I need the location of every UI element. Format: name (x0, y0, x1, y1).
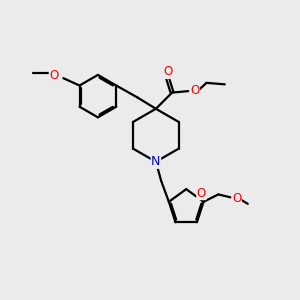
Text: O: O (197, 187, 206, 200)
Text: O: O (190, 84, 200, 97)
Text: O: O (163, 65, 172, 79)
Text: O: O (232, 192, 241, 205)
Text: O: O (49, 69, 58, 82)
Text: N: N (151, 155, 160, 168)
